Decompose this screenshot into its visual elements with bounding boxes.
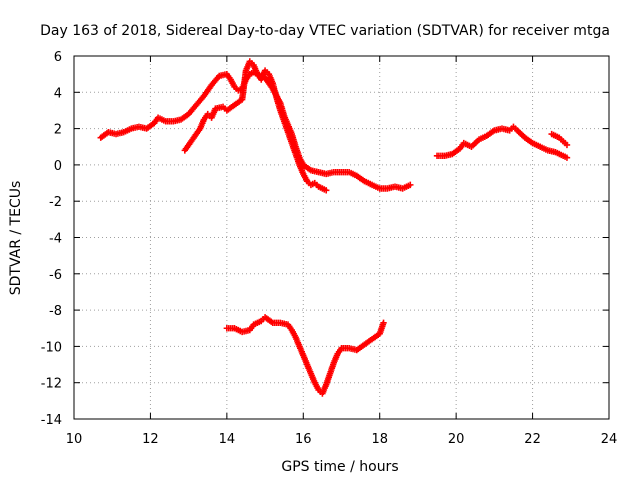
x-tick-label: 14 xyxy=(219,432,236,447)
series-markers xyxy=(182,60,328,193)
y-axis-label: SDTVAR / TECUs xyxy=(8,181,24,296)
y-tick-label: -12 xyxy=(41,377,62,392)
y-tick-label: -10 xyxy=(41,340,62,355)
series-markers xyxy=(435,125,569,160)
y-tick-label: 6 xyxy=(54,50,62,65)
y-tick-label: -4 xyxy=(49,232,62,247)
chart-title: Day 163 of 2018, Sidereal Day-to-day VTE… xyxy=(40,23,610,39)
series-track-e xyxy=(548,130,571,149)
x-tick-label: 10 xyxy=(66,432,83,447)
series-markers xyxy=(225,315,387,395)
y-tick-label: 2 xyxy=(54,123,62,138)
series-markers xyxy=(550,131,569,147)
y-tick-label: 0 xyxy=(54,159,62,174)
x-tick-label: 18 xyxy=(371,432,388,447)
y-tick-label: -6 xyxy=(49,268,62,283)
data-series xyxy=(97,58,571,397)
y-tick-label: -2 xyxy=(49,195,62,210)
x-tick-label: 22 xyxy=(524,432,541,447)
series-track-b xyxy=(181,58,330,194)
series-track-a xyxy=(97,69,414,192)
series-track-c xyxy=(223,314,387,397)
x-tick-label: 16 xyxy=(295,432,312,447)
y-tick-label: 4 xyxy=(54,86,62,101)
x-tick-label: 24 xyxy=(601,432,618,447)
series-track-d xyxy=(433,123,571,161)
y-tick-label: -8 xyxy=(49,304,62,319)
x-tick-label: 20 xyxy=(448,432,465,447)
y-tick-label: -14 xyxy=(41,413,62,428)
x-axis-label: GPS time / hours xyxy=(281,459,398,475)
grid xyxy=(74,56,609,419)
x-tick-label: 12 xyxy=(142,432,159,447)
